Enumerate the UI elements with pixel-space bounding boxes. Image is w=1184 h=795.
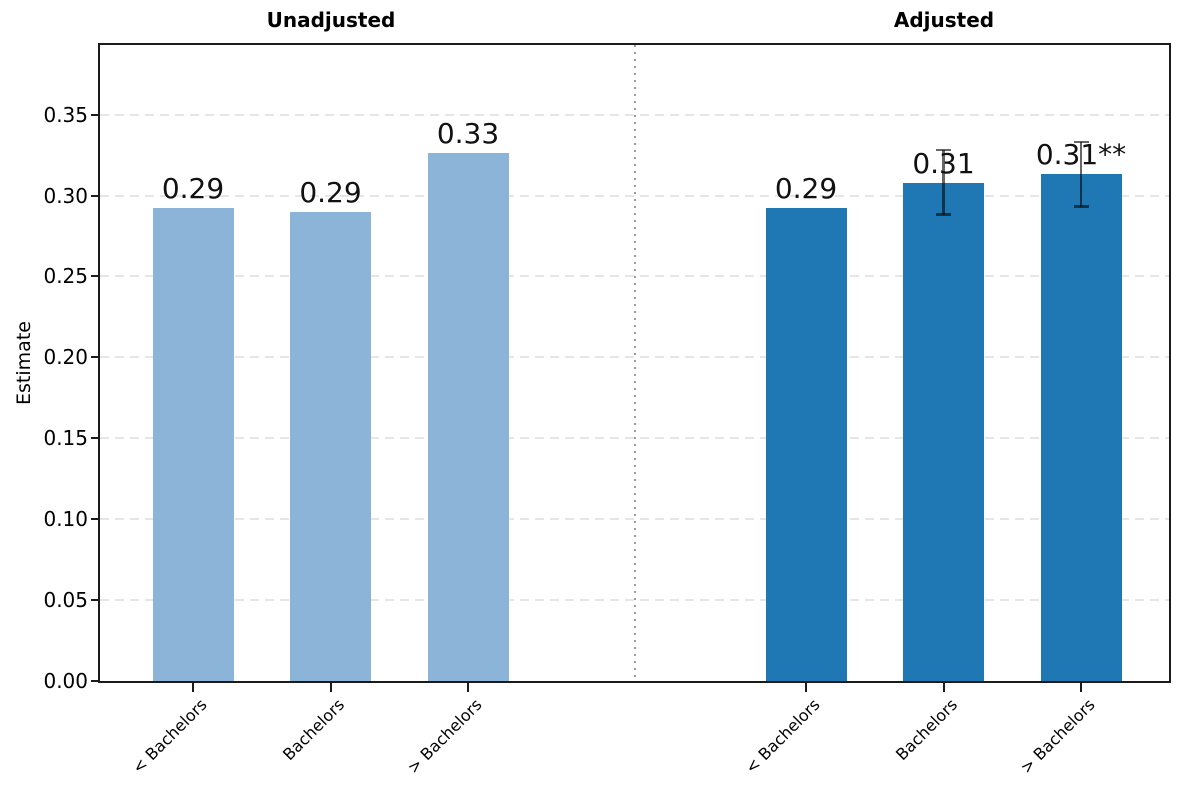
y-tick bbox=[91, 275, 100, 278]
bar-value-label: 0.29 bbox=[161, 172, 225, 206]
x-tick bbox=[192, 683, 194, 692]
y-tick bbox=[91, 194, 100, 197]
x-tick bbox=[329, 683, 332, 692]
y-tick bbox=[91, 113, 100, 116]
x-tick-label: < Bachelors bbox=[741, 695, 824, 778]
x-tick-label: > Bachelors bbox=[1016, 695, 1099, 778]
bar bbox=[290, 211, 371, 681]
x-tick-label: Bachelors bbox=[891, 695, 961, 765]
panel-separator bbox=[633, 45, 636, 681]
bar bbox=[152, 208, 234, 681]
bar-value-label: 0.31 bbox=[912, 146, 975, 180]
x-tick bbox=[467, 683, 469, 692]
y-tick bbox=[91, 437, 100, 440]
y-tick-label: 0.00 bbox=[43, 669, 88, 693]
x-tick bbox=[805, 683, 807, 692]
error-bar-cap bbox=[1073, 140, 1089, 144]
y-tick-label: 0.25 bbox=[43, 264, 88, 289]
y-tick bbox=[91, 356, 100, 359]
y-tick-label: 0.30 bbox=[43, 183, 88, 208]
panel-title-unadjusted: Unadjusted bbox=[266, 8, 396, 32]
x-tick bbox=[942, 683, 945, 692]
y-tick bbox=[91, 599, 100, 602]
y-tick bbox=[91, 518, 100, 521]
bar bbox=[903, 182, 984, 681]
panel-title-adjusted: Adjusted bbox=[893, 8, 995, 32]
error-bar-cap bbox=[936, 213, 951, 216]
bar bbox=[427, 153, 509, 681]
y-tick bbox=[91, 680, 100, 682]
y-tick-label: 0.20 bbox=[43, 345, 88, 370]
plot-area: 0.29 0.29 0.33 0.29 0.31 0.31** bbox=[98, 43, 1171, 683]
y-tick-label: 0.10 bbox=[43, 507, 88, 532]
bar-value-label: 0.29 bbox=[774, 172, 838, 206]
x-tick bbox=[1080, 683, 1082, 692]
y-tick-label: 0.35 bbox=[43, 102, 88, 127]
error-bar bbox=[1079, 142, 1083, 207]
error-bar-cap bbox=[1073, 205, 1089, 208]
bar-value-label: 0.29 bbox=[299, 175, 362, 209]
bar bbox=[765, 208, 847, 681]
x-tick-label: Bachelors bbox=[278, 695, 348, 765]
y-tick-label: 0.05 bbox=[43, 588, 88, 613]
x-tick-label: < Bachelors bbox=[128, 695, 211, 778]
bar bbox=[1040, 174, 1122, 681]
error-bar bbox=[942, 150, 945, 215]
x-tick-label: > Bachelors bbox=[403, 695, 486, 778]
bar-value-label: 0.31** bbox=[1035, 138, 1127, 172]
bar-value-label: 0.33 bbox=[436, 117, 500, 151]
y-tick-label: 0.15 bbox=[43, 426, 88, 451]
error-bar-cap bbox=[936, 148, 951, 152]
